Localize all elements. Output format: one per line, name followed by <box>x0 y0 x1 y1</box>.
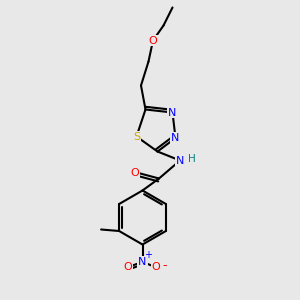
Text: O: O <box>152 262 160 272</box>
Text: N: N <box>176 155 184 166</box>
Text: N: N <box>171 133 180 143</box>
Text: O: O <box>130 167 140 178</box>
Text: N: N <box>138 257 147 267</box>
Text: H: H <box>188 154 196 164</box>
Text: O: O <box>123 262 132 272</box>
Text: +: + <box>144 250 152 260</box>
Text: N: N <box>168 107 177 118</box>
Text: -: - <box>162 259 167 272</box>
Text: S: S <box>133 131 140 142</box>
Text: O: O <box>148 35 158 46</box>
